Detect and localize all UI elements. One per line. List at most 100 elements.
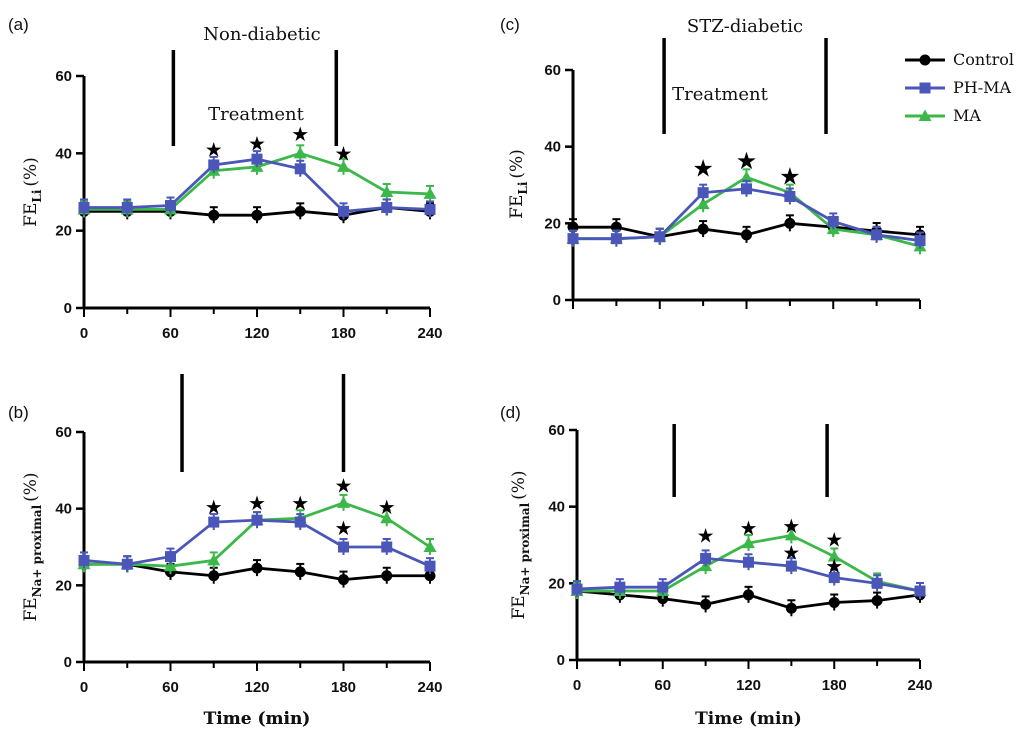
data-point	[208, 209, 220, 221]
significance-star: ★	[335, 516, 353, 540]
treatment-annotation: Treatment	[672, 84, 769, 105]
significance-star: ★	[248, 132, 266, 156]
x-tick-label: 240	[417, 325, 442, 342]
panel-title: STZ-diabetic	[687, 16, 803, 37]
y-tick-label: 0	[557, 652, 565, 669]
x-tick-label: 60	[654, 677, 671, 694]
x-tick-label: 120	[244, 679, 269, 696]
x-tick-label: 0	[80, 325, 88, 342]
data-point	[121, 201, 133, 213]
data-point	[567, 233, 579, 245]
data-point	[381, 201, 393, 213]
data-point	[828, 572, 840, 584]
significance-star: ★	[782, 541, 800, 565]
legend-marker	[919, 82, 931, 94]
y-tick-label: 40	[548, 499, 565, 516]
panel-label: (c)	[500, 15, 520, 34]
legend-label: MA	[953, 106, 981, 125]
y-tick-label: 20	[548, 575, 565, 592]
significance-star: ★	[779, 162, 801, 190]
series-ph-ma	[78, 150, 436, 220]
chart-panel-c: 0 20 40 60 (c) STZ-diabetic Treatment FELi(%) ★ ★…	[500, 15, 927, 309]
data-point	[827, 550, 841, 562]
chart-panel-d: 0 20 40 60 0 60 120 180 240 (d) FENa+ proximal(%) T…	[500, 403, 933, 729]
data-point	[614, 581, 626, 593]
data-point	[208, 159, 220, 171]
x-tick-label: 240	[417, 679, 442, 696]
data-point	[785, 560, 797, 572]
chart-panel-a: 0 20 40 60 0 60 120 180 240 (a) Non-diabetic Treatm…	[8, 15, 443, 729]
data-point	[914, 235, 926, 247]
data-point	[78, 201, 90, 213]
data-point	[871, 577, 883, 589]
panel-label: (b)	[8, 403, 29, 422]
data-point	[338, 574, 349, 586]
data-point	[293, 146, 307, 159]
data-point	[700, 552, 712, 564]
data-point	[251, 209, 263, 221]
data-point	[700, 598, 712, 610]
data-point	[741, 229, 752, 241]
data-point	[251, 562, 263, 574]
data-point	[784, 191, 796, 202]
significance-star: ★	[740, 516, 758, 540]
data-point	[740, 170, 753, 183]
significance-star: ★	[378, 495, 396, 519]
significance-star: ★	[291, 122, 309, 146]
data-point	[571, 583, 583, 595]
y-tick-label: 20	[55, 577, 72, 594]
series-ph-ma	[78, 511, 436, 575]
panel-title: Non-diabetic	[203, 24, 321, 45]
significance-star: ★	[335, 474, 353, 498]
y-tick-label: 60	[55, 68, 72, 85]
data-point	[784, 217, 796, 229]
data-point	[424, 203, 436, 215]
data-point	[828, 597, 840, 608]
data-point	[164, 559, 177, 572]
x-tick-label: 0	[573, 677, 581, 694]
series-ph-ma	[571, 549, 926, 599]
y-tick-label: 40	[544, 139, 561, 156]
data-point	[654, 231, 666, 243]
y-axis-label: FELi(%)	[507, 149, 530, 219]
data-point	[696, 197, 710, 210]
significance-star: ★	[825, 527, 843, 551]
legend-item-ph-ma: PH-MA	[905, 78, 1012, 97]
data-point	[294, 566, 306, 578]
x-tick-label: 180	[331, 325, 356, 342]
legend-label: Control	[953, 50, 1014, 69]
significance-star: ★	[205, 137, 223, 161]
legend-label: PH-MA	[953, 78, 1012, 97]
x-axis-label: Time (min)	[204, 709, 311, 729]
series-ph-ma	[567, 179, 926, 249]
y-tick-label: 20	[55, 223, 72, 240]
data-point	[914, 585, 926, 597]
treatment-annotation: Treatment	[208, 104, 305, 125]
y-tick-label: 60	[548, 422, 565, 439]
x-axis-label: Time (min)	[204, 709, 311, 729]
data-point	[743, 589, 754, 601]
data-point	[338, 205, 349, 217]
x-tick-label: 240	[907, 677, 932, 694]
data-point	[165, 551, 176, 563]
y-tick-label: 40	[55, 145, 72, 162]
y-axis-label: FENa+ proximal(%)	[21, 472, 44, 621]
legend-marker	[918, 109, 932, 121]
significance-star: ★	[205, 495, 223, 519]
data-point	[294, 205, 306, 217]
panel-label: (a)	[8, 15, 29, 34]
legend-marker	[919, 54, 931, 66]
data-point	[380, 185, 394, 197]
data-point	[121, 558, 133, 570]
y-tick-label: 0	[553, 292, 561, 309]
data-point	[423, 187, 437, 199]
x-tick-label: 180	[822, 677, 847, 694]
x-tick-label: 60	[162, 325, 179, 342]
y-tick-label: 40	[55, 501, 72, 518]
data-point	[294, 516, 306, 528]
x-axis-label: Time (min)	[695, 709, 802, 729]
significance-star: ★	[825, 554, 843, 578]
panel-label: (d)	[500, 403, 521, 422]
data-point	[380, 511, 394, 524]
